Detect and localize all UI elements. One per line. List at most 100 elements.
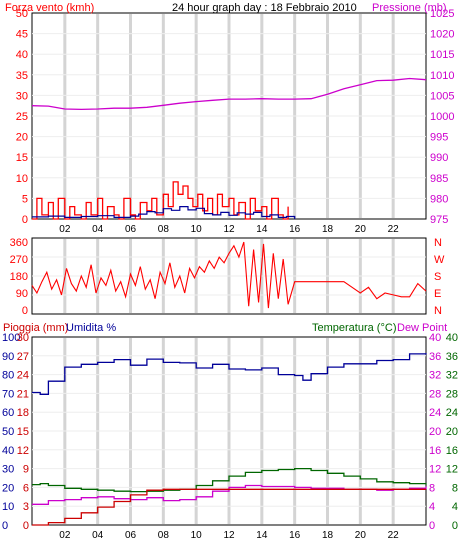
humidity-tick-90: 90 xyxy=(2,351,14,363)
panel-1-x-ticks: 02 04 06 08 10 12 14 16 18 20 22 xyxy=(59,224,399,235)
pressure-line xyxy=(31,77,427,111)
p1-xtick-06: 06 xyxy=(125,224,137,235)
wind-tick-20: 20 xyxy=(16,132,28,144)
dewpoint-tick-24: 24 xyxy=(429,407,441,419)
p3-xtick-20: 20 xyxy=(355,530,367,541)
compass-label-3: E xyxy=(434,288,441,300)
rain-tick-15: 15 xyxy=(17,426,29,438)
temperature-tick-24: 24 xyxy=(446,407,458,419)
wind-tick-45: 45 xyxy=(16,29,28,41)
pressure-tick-995: 995 xyxy=(430,132,448,144)
p1-xtick-02: 02 xyxy=(59,224,71,235)
wind-tick-30: 30 xyxy=(16,90,28,102)
rain-tick-12: 12 xyxy=(17,445,29,457)
wind-tick-10: 10 xyxy=(16,173,28,185)
p3-xtick-18: 18 xyxy=(322,530,334,541)
p1-xtick-20: 20 xyxy=(355,224,367,235)
pressure-tick-1010: 1010 xyxy=(430,70,454,82)
chart-title: 24 hour graph day : 18 Febbraio 2010 xyxy=(172,2,357,14)
dewpoint-tick-12: 12 xyxy=(429,464,441,476)
p3-xtick-22: 22 xyxy=(388,530,400,541)
panel-3-series xyxy=(32,353,427,526)
humidity-tick-80: 80 xyxy=(2,370,14,382)
humidity-axis-label: Umidita % xyxy=(66,322,116,334)
panel-3-x-ticks: 02 04 06 08 10 12 14 16 18 20 22 xyxy=(59,530,399,541)
p3-xtick-12: 12 xyxy=(223,530,235,541)
p1-xtick-04: 04 xyxy=(92,224,104,235)
panel-2-grid xyxy=(32,239,426,313)
rain-tick-21: 21 xyxy=(17,388,29,400)
rain-tick-6: 6 xyxy=(23,482,29,494)
pressure-tick-1020: 1020 xyxy=(430,29,454,41)
p3-xtick-02: 02 xyxy=(59,530,71,541)
rain-tick-30: 30 xyxy=(17,332,29,344)
temperature-tick-4: 4 xyxy=(452,501,458,513)
wind-tick-40: 40 xyxy=(16,49,28,61)
dewpoint-tick-40: 40 xyxy=(429,332,441,344)
compass-label-2: S xyxy=(434,271,441,283)
wind-axis-label: Forza vento (kmh) xyxy=(5,2,94,14)
rain-axis-label: Pioggia (mm) xyxy=(3,322,68,334)
p1-xtick-18: 18 xyxy=(322,224,334,235)
dewpoint-tick-4: 4 xyxy=(429,501,435,513)
wind-tick-50: 50 xyxy=(16,8,28,20)
rain-tick-18: 18 xyxy=(17,407,29,419)
rain-tick-9: 9 xyxy=(23,464,29,476)
direction-line xyxy=(31,241,427,309)
wind-gust-line xyxy=(32,181,289,220)
p3-xtick-16: 16 xyxy=(289,530,301,541)
temperature-axis-label: Temperatura (°C) xyxy=(312,322,396,334)
temperature-tick-32: 32 xyxy=(446,370,458,382)
pressure-tick-1005: 1005 xyxy=(430,90,454,102)
p3-xtick-14: 14 xyxy=(256,530,268,541)
p1-xtick-14: 14 xyxy=(256,224,268,235)
temperature-line xyxy=(32,467,427,493)
p1-xtick-12: 12 xyxy=(223,224,235,235)
pressure-tick-980: 980 xyxy=(430,193,448,205)
p1-xtick-22: 22 xyxy=(388,224,400,235)
temperature-tick-8: 8 xyxy=(452,482,458,494)
dewpoint-tick-32: 32 xyxy=(429,370,441,382)
humidity-tick-50: 50 xyxy=(2,426,14,438)
pressure-tick-975: 975 xyxy=(430,214,448,226)
pressure-tick-1025: 1025 xyxy=(430,8,454,20)
dewpoint-tick-20: 20 xyxy=(429,426,441,438)
rain-tick-24: 24 xyxy=(17,370,29,382)
wind-tick-5: 5 xyxy=(22,193,28,205)
direction-tick-270: 270 xyxy=(10,254,28,266)
humidity-tick-100: 100 xyxy=(2,332,20,344)
temperature-tick-40: 40 xyxy=(446,332,458,344)
compass-label-0: N xyxy=(434,237,442,249)
humidity-tick-40: 40 xyxy=(2,445,14,457)
dewpoint-tick-8: 8 xyxy=(429,482,435,494)
temperature-tick-0: 0 xyxy=(452,520,458,532)
temperature-tick-12: 12 xyxy=(446,464,458,476)
dewpoint-tick-28: 28 xyxy=(429,388,441,400)
direction-tick-180: 180 xyxy=(10,271,28,283)
humidity-tick-60: 60 xyxy=(2,407,14,419)
rain-line xyxy=(32,488,426,526)
humidity-tick-30: 30 xyxy=(2,464,14,476)
p1-xtick-08: 08 xyxy=(158,224,170,235)
direction-tick-360: 360 xyxy=(10,237,28,249)
direction-tick-90: 90 xyxy=(16,288,28,300)
temperature-tick-20: 20 xyxy=(446,426,458,438)
pressure-tick-985: 985 xyxy=(430,173,448,185)
wind-tick-0: 0 xyxy=(22,214,28,226)
direction-tick-0: 0 xyxy=(22,305,28,317)
rain-tick-0: 0 xyxy=(23,520,29,532)
rain-tick-3: 3 xyxy=(23,501,29,513)
pressure-tick-990: 990 xyxy=(430,152,448,164)
humidity-tick-10: 10 xyxy=(2,501,14,513)
p1-xtick-10: 10 xyxy=(191,224,203,235)
humidity-tick-70: 70 xyxy=(2,388,14,400)
pressure-tick-1000: 1000 xyxy=(430,111,454,123)
wind-tick-35: 35 xyxy=(16,70,28,82)
